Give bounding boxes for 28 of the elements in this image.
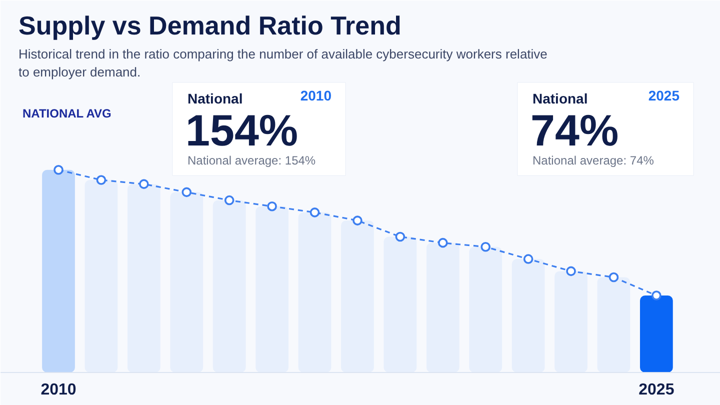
text: 2010 — [300, 88, 332, 104]
text: 74% — [530, 106, 619, 156]
point — [139, 179, 149, 189]
point — [54, 164, 64, 175]
point — [352, 216, 362, 226]
bar — [42, 170, 75, 372]
point — [608, 272, 619, 282]
point — [523, 254, 534, 264]
point — [310, 208, 320, 218]
point — [438, 238, 448, 248]
text: National — [532, 90, 588, 106]
point — [267, 201, 277, 212]
bar — [640, 296, 673, 372]
point — [96, 175, 106, 185]
text: National — [188, 90, 243, 106]
text: NATIONAL AVG — [22, 106, 112, 120]
point — [395, 232, 406, 242]
point — [182, 187, 192, 198]
text: 2025 — [648, 88, 680, 104]
point — [652, 290, 662, 300]
point — [480, 242, 490, 252]
chart-subtitle: Historical trend in the ratio comparing the number of available cybersecurity workers relative to employer demand. — [18, 46, 548, 80]
point — [224, 195, 234, 206]
text: 154% — [186, 106, 298, 156]
text: National average: 154% — [188, 154, 316, 168]
chart-title: Supply vs Demand Ratio Trend — [18, 10, 402, 40]
text: National average: 74% — [532, 154, 654, 168]
point — [566, 266, 576, 276]
